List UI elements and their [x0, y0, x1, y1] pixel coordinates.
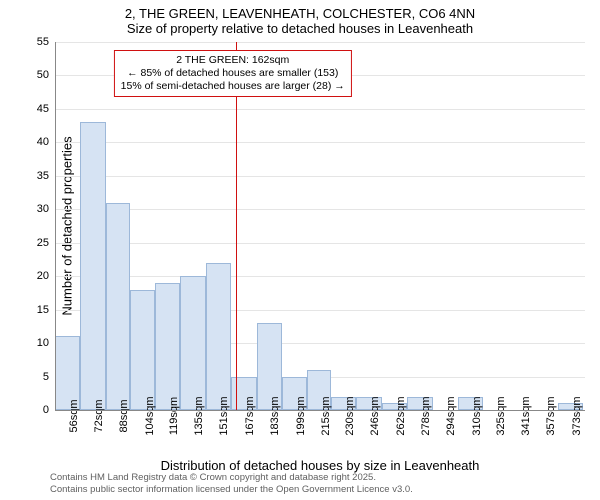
y-tick-label: 30 [37, 203, 49, 215]
x-tick-label: 262sqm [395, 396, 407, 435]
y-gridline [55, 176, 585, 177]
chart-plot-area: Number of detached properties Distributi… [55, 42, 585, 410]
y-gridline [55, 142, 585, 143]
y-tick-label: 15 [37, 304, 49, 316]
x-tick-label: 325sqm [495, 396, 507, 435]
x-tick-label: 341sqm [520, 396, 532, 435]
x-axis-label: Distribution of detached houses by size … [161, 458, 480, 473]
x-tick-label: 278sqm [420, 396, 432, 435]
x-tick-label: 246sqm [369, 396, 381, 435]
y-axis-label: Number of detached properties [60, 136, 75, 315]
x-tick-label: 373sqm [571, 396, 583, 435]
histogram-bar [106, 203, 130, 410]
y-tick-label: 45 [37, 103, 49, 115]
y-tick-label: 25 [37, 237, 49, 249]
annotation-line-1: 2 THE GREEN: 162sqm [121, 54, 345, 67]
x-tick-label: 135sqm [193, 396, 205, 435]
y-tick-label: 40 [37, 136, 49, 148]
x-tick-label: 104sqm [144, 396, 156, 435]
x-tick-label: 56sqm [68, 399, 80, 432]
y-gridline [55, 42, 585, 43]
x-tick-label: 310sqm [471, 396, 483, 435]
y-tick-label: 10 [37, 337, 49, 349]
x-tick-label: 151sqm [218, 396, 230, 435]
y-tick-label: 50 [37, 69, 49, 81]
annotation-line-3: 15% of semi-detached houses are larger (… [121, 80, 345, 93]
y-axis-line [55, 42, 56, 410]
x-tick-label: 215sqm [320, 396, 332, 435]
x-tick-label: 357sqm [545, 396, 557, 435]
y-tick-label: 20 [37, 270, 49, 282]
x-tick-label: 88sqm [118, 399, 130, 432]
x-axis-line [55, 410, 585, 411]
annotation-line-2: ← 85% of detached houses are smaller (15… [121, 67, 345, 80]
y-tick-label: 5 [43, 371, 49, 383]
y-gridline [55, 209, 585, 210]
annotation-box: 2 THE GREEN: 162sqm← 85% of detached hou… [114, 50, 352, 97]
histogram-bar [80, 122, 105, 410]
y-tick-label: 55 [37, 36, 49, 48]
y-tick-label: 0 [43, 404, 49, 416]
y-gridline [55, 276, 585, 277]
chart-title-block: 2, THE GREEN, LEAVENHEATH, COLCHESTER, C… [0, 6, 600, 36]
footer-line1: Contains HM Land Registry data © Crown c… [50, 472, 413, 484]
x-tick-label: 199sqm [295, 396, 307, 435]
chart-title-line1: 2, THE GREEN, LEAVENHEATH, COLCHESTER, C… [0, 6, 600, 21]
histogram-bar [155, 283, 180, 410]
x-tick-label: 230sqm [344, 396, 356, 435]
histogram-bar [180, 276, 205, 410]
x-tick-label: 183sqm [269, 396, 281, 435]
x-tick-label: 72sqm [93, 399, 105, 432]
x-tick-label: 167sqm [244, 396, 256, 435]
x-tick-label: 119sqm [168, 397, 180, 435]
chart-footer: Contains HM Land Registry data © Crown c… [50, 472, 413, 496]
x-tick-label: 294sqm [445, 396, 457, 435]
chart-title-line2: Size of property relative to detached ho… [0, 21, 600, 36]
histogram-bar [130, 290, 155, 410]
y-tick-label: 35 [37, 170, 49, 182]
footer-line2: Contains public sector information licen… [50, 484, 413, 496]
y-gridline [55, 243, 585, 244]
histogram-bar [206, 263, 231, 410]
y-gridline [55, 109, 585, 110]
